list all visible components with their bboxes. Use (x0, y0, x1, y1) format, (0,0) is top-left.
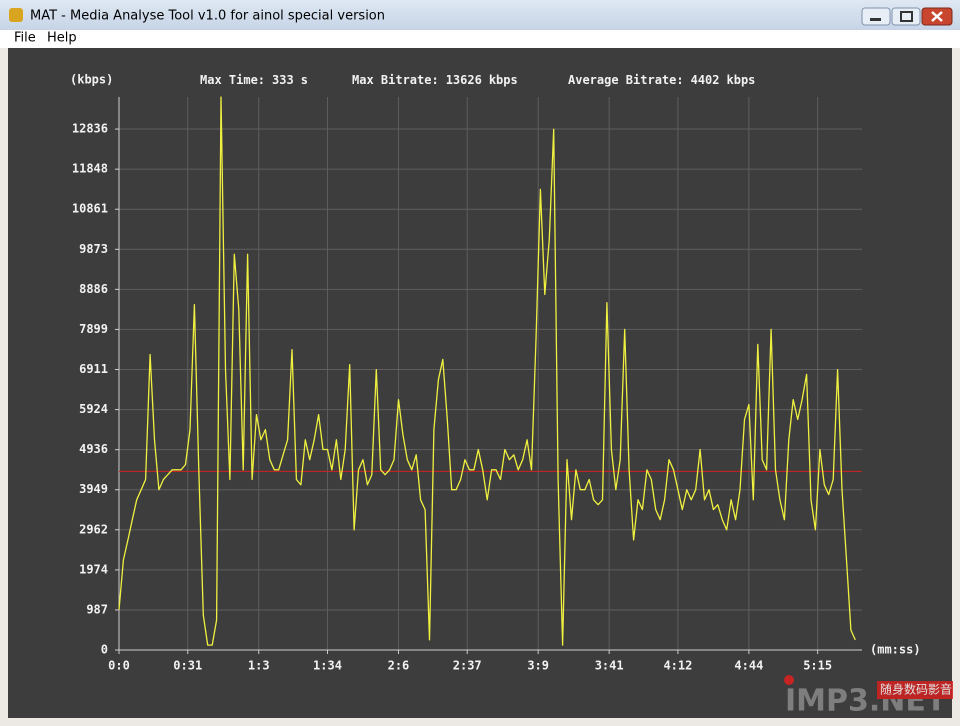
stat-unit: kbps (727, 73, 756, 87)
window-frame (0, 718, 960, 726)
watermark-caption: 随身数码影音 (880, 682, 952, 697)
stat-unit: s (301, 73, 308, 87)
stat-unit: kbps (489, 73, 518, 87)
chart-background (8, 48, 952, 718)
x-tick-label: 5:15 (803, 659, 832, 673)
minimize-button[interactable] (861, 7, 891, 26)
maximize-button[interactable] (891, 7, 921, 26)
y-tick-label: 11848 (72, 162, 108, 176)
x-tick-label: 4:44 (734, 659, 763, 673)
x-tick-label: 1:34 (313, 659, 342, 673)
stat-value: 13626 (446, 73, 482, 87)
y-tick-label: 6911 (79, 362, 108, 376)
x-tick-label: 3:41 (595, 659, 624, 673)
close-icon (931, 11, 943, 22)
window-controls (861, 7, 953, 26)
x-tick-label: 1:3 (248, 659, 270, 673)
y-unit-label: (kbps) (70, 73, 113, 87)
y-tick-label: 9873 (79, 242, 108, 256)
y-tick-label: 7899 (79, 322, 108, 336)
y-tick-label: 1974 (79, 562, 108, 576)
y-tick-label: 0 (101, 643, 108, 657)
x-tick-label: 2:37 (453, 659, 482, 673)
menu-file[interactable]: File (14, 31, 36, 46)
y-tick-label: 8886 (79, 282, 108, 296)
stat-average-bitrate: Average Bitrate: 4402 kbps (568, 73, 755, 87)
stat-value: 333 (272, 73, 294, 87)
watermark-caption-box (877, 681, 953, 699)
watermark: IMP3.NET 随身数码影音 (784, 675, 953, 719)
y-tick-label: 12836 (72, 122, 108, 136)
x-unit-label: (mm:ss) (870, 643, 921, 657)
x-tick-label: 3:9 (527, 659, 549, 673)
stat-label: Average Bitrate: (568, 73, 684, 87)
stat-max-time: Max Time: 333 s (200, 73, 308, 87)
stat-max-bitrate: Max Bitrate: 13626 kbps (352, 73, 518, 87)
x-tick-label: 4:12 (663, 659, 692, 673)
stat-label: Max Time: (200, 73, 265, 87)
menu-help[interactable]: Help (47, 31, 77, 46)
maximize-icon (900, 11, 913, 22)
y-tick-label: 987 (86, 602, 108, 616)
x-tick-label: 0:0 (108, 659, 130, 673)
bitrate-line (118, 96, 856, 646)
x-tick-label: 2:6 (388, 659, 410, 673)
y-tick-label: 5924 (79, 402, 108, 416)
stat-value: 4402 (691, 73, 720, 87)
x-tick-label: 0:31 (173, 659, 202, 673)
plot-area: 0 987 1974 2962 3949 4936 5924 6911 7899 8886 9873… (72, 96, 862, 673)
y-tick-label: 4936 (79, 442, 108, 456)
minimize-icon (870, 18, 881, 21)
title-bar (0, 0, 960, 30)
y-tick-label: 2962 (79, 522, 108, 536)
y-tick-label: 10861 (72, 202, 108, 216)
stat-label: Max Bitrate: (352, 73, 439, 87)
app-icon (9, 8, 23, 22)
window-title: MAT - Media Analyse Tool v1.0 for ainol … (30, 9, 385, 24)
watermark-dot (784, 675, 794, 685)
menu-bar (0, 30, 960, 48)
y-tick-label: 3949 (79, 482, 108, 496)
